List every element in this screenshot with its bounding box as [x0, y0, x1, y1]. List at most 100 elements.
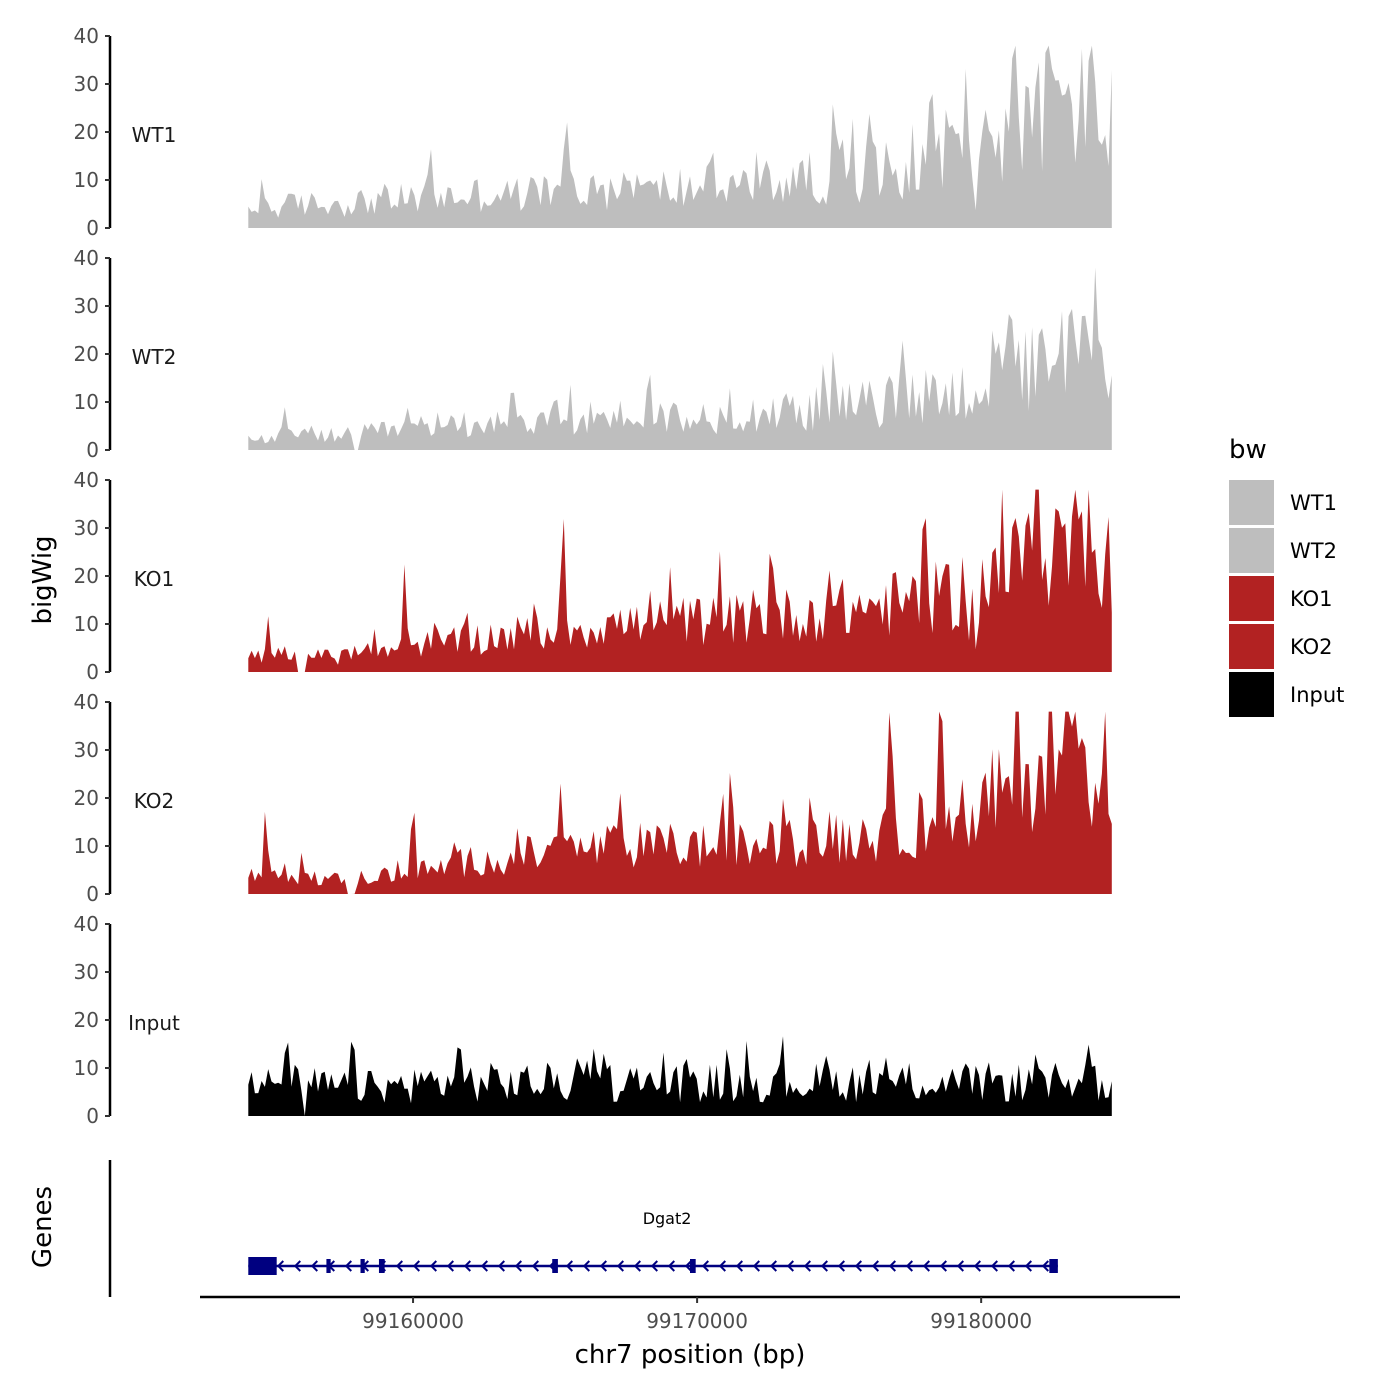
- legend-swatch: [1229, 480, 1274, 525]
- strand-arrow: [616, 1260, 624, 1272]
- y-tick-label: 40: [74, 912, 99, 936]
- legend-swatch: [1229, 576, 1274, 621]
- strand-arrow: [344, 1260, 352, 1272]
- strand-arrow: [412, 1260, 420, 1272]
- legend-label: WT1: [1290, 491, 1337, 515]
- strand-arrow: [1024, 1260, 1032, 1272]
- genes-panel: Dgat2: [108, 1160, 1058, 1297]
- strand-arrow: [701, 1260, 709, 1272]
- y-tick-label: 40: [74, 690, 99, 714]
- gene-exon: [690, 1259, 696, 1273]
- signal-area-ko1: [248, 489, 1112, 672]
- genes-axis-title: Genes: [28, 1186, 58, 1268]
- track-label: WT1: [132, 123, 177, 147]
- strand-arrow: [973, 1260, 981, 1272]
- x-tick-label: 99160000: [362, 1309, 464, 1333]
- y-tick-label: 30: [74, 516, 99, 540]
- strand-arrow: [990, 1260, 998, 1272]
- x-tick-label: 99180000: [930, 1309, 1032, 1333]
- strand-arrow: [871, 1260, 879, 1272]
- legend-label: KO1: [1290, 587, 1333, 611]
- strand-arrow: [803, 1260, 811, 1272]
- strand-arrow: [599, 1260, 607, 1272]
- strand-arrow: [463, 1260, 471, 1272]
- y-tick-label: 10: [74, 834, 99, 858]
- y-tick-label: 0: [86, 660, 99, 684]
- strand-arrow: [531, 1260, 539, 1272]
- strand-arrow: [582, 1260, 590, 1272]
- y-tick-label: 0: [86, 438, 99, 462]
- y-tick-label: 10: [74, 1056, 99, 1080]
- strand-arrow: [497, 1260, 505, 1272]
- y-tick-label: 10: [74, 168, 99, 192]
- y-tick-label: 40: [74, 24, 99, 48]
- legend-title: bw: [1229, 435, 1267, 465]
- strand-arrow: [565, 1260, 573, 1272]
- legend-swatch: [1229, 672, 1274, 717]
- y-tick-label: 20: [74, 1008, 99, 1032]
- y-tick-label: 40: [74, 246, 99, 270]
- signal-area-wt2: [248, 267, 1112, 450]
- y-tick-label: 40: [74, 468, 99, 492]
- strand-arrow: [888, 1260, 896, 1272]
- strand-arrow: [276, 1260, 284, 1272]
- strand-arrow: [293, 1260, 301, 1272]
- strand-arrow: [310, 1260, 318, 1272]
- gene-exon: [1049, 1259, 1058, 1273]
- strand-arrow: [1041, 1260, 1049, 1272]
- y-tick-label: 20: [74, 342, 99, 366]
- y-tick-label: 30: [74, 72, 99, 96]
- y-tick-label: 10: [74, 612, 99, 636]
- gene-exon: [248, 1257, 277, 1275]
- track-label: WT2: [132, 345, 177, 369]
- signal-tracks: 0 10 20 30 40 WT1 0 10 20 30 40 WT2 0 10 20 30 40 KO1 0 10 2…: [74, 24, 1112, 1128]
- gene-exon: [326, 1259, 331, 1273]
- legend-swatch: [1229, 528, 1274, 573]
- gene-exon: [360, 1259, 365, 1273]
- legend-label: Input: [1290, 683, 1344, 707]
- y-tick-label: 10: [74, 390, 99, 414]
- x-tick-label: 99170000: [646, 1309, 748, 1333]
- y-tick-label: 0: [86, 1104, 99, 1128]
- legend-label: WT2: [1290, 539, 1337, 563]
- y-tick-label: 20: [74, 564, 99, 588]
- legend-swatch: [1229, 624, 1274, 669]
- signal-area-ko2: [248, 711, 1112, 894]
- y-tick-label: 0: [86, 882, 99, 906]
- strand-arrow: [735, 1260, 743, 1272]
- legend: bw WT1 WT2 KO1 KO2 Input: [1229, 435, 1344, 717]
- strand-arrow: [854, 1260, 862, 1272]
- y-tick-label: 30: [74, 960, 99, 984]
- y-tick-label: 20: [74, 120, 99, 144]
- y-tick-label: 30: [74, 738, 99, 762]
- strand-arrow: [837, 1260, 845, 1272]
- strand-arrow: [905, 1260, 913, 1272]
- y-tick-label: 30: [74, 294, 99, 318]
- signal-area-input: [248, 1036, 1112, 1116]
- track-ko1: 0 10 20 30 40 KO1: [74, 468, 1112, 684]
- strand-arrow: [650, 1260, 658, 1272]
- y-tick-label: 20: [74, 786, 99, 810]
- y-tick-label: 0: [86, 216, 99, 240]
- track-wt2: 0 10 20 30 40 WT2: [74, 246, 1112, 462]
- strand-arrow: [820, 1260, 828, 1272]
- strand-arrow: [429, 1260, 437, 1272]
- track-label: KO2: [134, 789, 175, 813]
- strand-arrow: [752, 1260, 760, 1272]
- gene-exon: [378, 1259, 385, 1273]
- strand-arrow: [939, 1260, 947, 1272]
- strand-arrow: [922, 1260, 930, 1272]
- strand-arrow: [480, 1260, 488, 1272]
- x-axis: 99160000 99170000 99180000: [200, 1295, 1180, 1333]
- x-axis-title: chr7 position (bp): [575, 1340, 806, 1370]
- strand-arrow: [956, 1260, 964, 1272]
- track-wt1: 0 10 20 30 40 WT1: [74, 24, 1112, 240]
- track-label: Input: [128, 1011, 180, 1035]
- track-label: KO1: [134, 567, 175, 591]
- strand-arrow: [514, 1260, 522, 1272]
- gene-exon: [552, 1259, 558, 1273]
- strand-arrow: [769, 1260, 777, 1272]
- legend-label: KO2: [1290, 635, 1333, 659]
- y-axis-title: bigWig: [28, 535, 58, 624]
